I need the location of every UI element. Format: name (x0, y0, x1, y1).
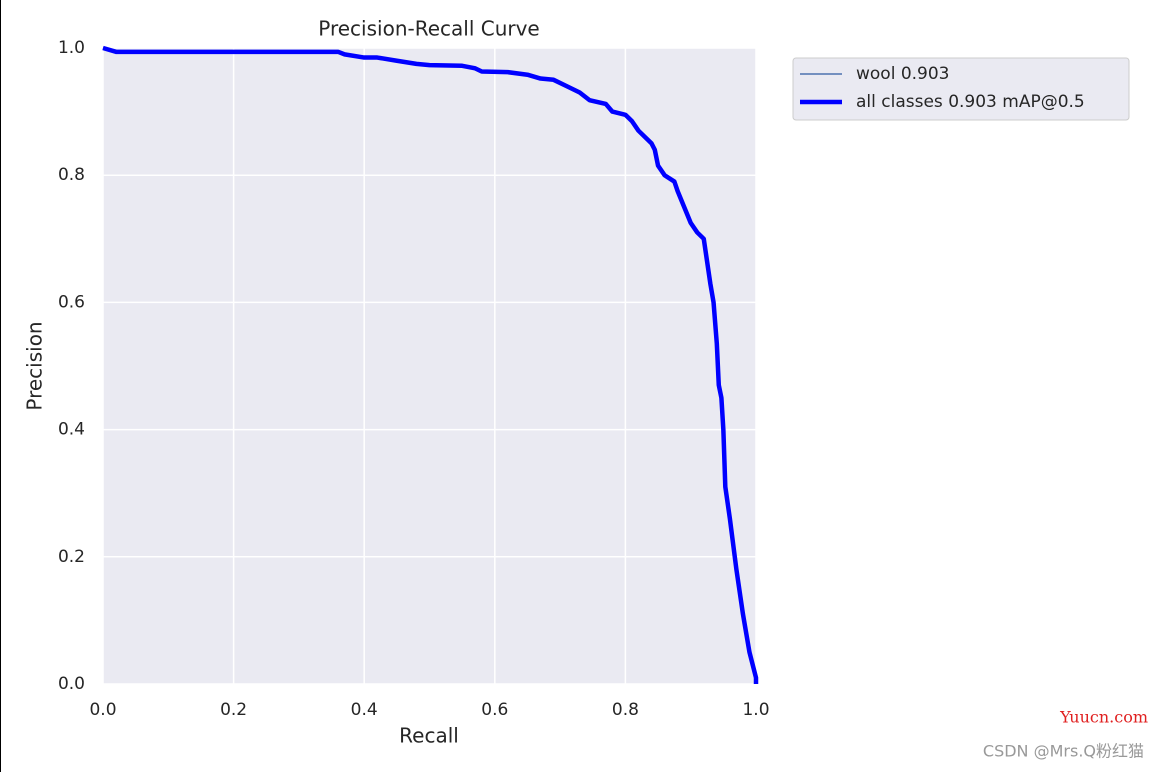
x-tick-label: 0.4 (351, 700, 378, 720)
watermark: Yuucn.com (1059, 708, 1148, 727)
series-line (102, 45, 759, 684)
x-tick-label: 0.8 (612, 700, 639, 720)
x-tick-label: 1.0 (742, 700, 769, 720)
x-tick-label: 0.0 (89, 700, 116, 720)
y-tick-label: 0.2 (58, 547, 85, 567)
watermark: CSDN @Mrs.Q粉红猫 (983, 742, 1144, 761)
legend-label: wool 0.903 (856, 64, 950, 84)
legend (792, 57, 1130, 121)
plot-area (103, 48, 756, 684)
y-tick-label: 0.0 (58, 674, 85, 694)
legend-entries: wool 0.903 all classes 0.903 mAP@0.5 (800, 64, 1085, 112)
grid (102, 47, 757, 685)
chart-title: Precision-Recall Curve (318, 17, 539, 41)
lines (102, 45, 759, 684)
y-tick-label: 0.4 (58, 420, 85, 440)
y-tick-label: 1.0 (58, 38, 85, 58)
legend-label: all classes 0.903 mAP@0.5 (856, 92, 1085, 112)
x-tick-label: 0.6 (481, 700, 508, 720)
y-tick-label: 0.8 (58, 165, 85, 185)
x-tick-label: 0.2 (220, 700, 247, 720)
y-tick-label: 0.6 (58, 292, 85, 312)
x-axis-label: Recall (399, 724, 459, 748)
y-axis-label: Precision (23, 321, 47, 410)
